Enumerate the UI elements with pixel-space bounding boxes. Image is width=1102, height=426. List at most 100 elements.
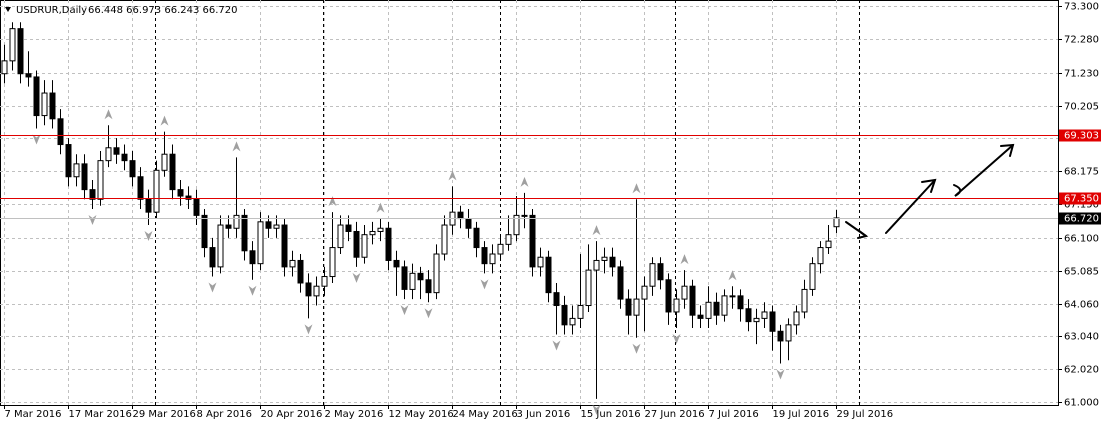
candle-body bbox=[337, 224, 344, 249]
fractal-down bbox=[480, 279, 489, 290]
candle-body bbox=[681, 285, 688, 300]
fractal-down bbox=[208, 282, 217, 293]
candle-body bbox=[161, 153, 168, 171]
candle-body bbox=[697, 314, 704, 319]
candle-body bbox=[369, 230, 376, 236]
candle-body bbox=[833, 217, 840, 228]
fractal-up bbox=[376, 202, 385, 213]
candle-body bbox=[145, 198, 152, 213]
candle-body bbox=[233, 214, 240, 229]
fractal-down bbox=[144, 231, 153, 242]
candle-body bbox=[657, 263, 664, 281]
fractal-down bbox=[304, 324, 313, 335]
y-tick-label: 61.000 bbox=[1064, 398, 1099, 409]
fractal-down bbox=[352, 272, 361, 283]
chart-title: USDRUR,Daily bbox=[16, 5, 87, 16]
candle-body bbox=[401, 266, 408, 290]
level-label-box bbox=[1059, 212, 1101, 225]
candle-body bbox=[225, 224, 232, 229]
candle-body bbox=[353, 230, 360, 258]
arrow bbox=[885, 179, 936, 234]
candle-body bbox=[665, 279, 672, 313]
candle-body bbox=[593, 259, 600, 271]
fractal-down bbox=[776, 369, 785, 380]
candle-body bbox=[577, 305, 584, 319]
candle-body bbox=[625, 298, 632, 316]
candle-body bbox=[121, 153, 128, 162]
candle-body bbox=[737, 295, 744, 310]
candle-body bbox=[673, 298, 680, 313]
candle-body bbox=[257, 221, 264, 265]
candle-body bbox=[569, 317, 576, 326]
candle-body bbox=[721, 295, 728, 316]
fractal-up bbox=[680, 254, 689, 265]
candle-body bbox=[425, 279, 432, 294]
arrow-head bbox=[857, 229, 869, 239]
candle-body bbox=[273, 224, 280, 229]
candle-body bbox=[345, 224, 352, 232]
candle-body bbox=[73, 163, 80, 178]
x-tick-label: 17 Mar 2016 bbox=[69, 409, 132, 420]
candle-body bbox=[529, 214, 536, 268]
candle-body bbox=[649, 263, 656, 287]
x-tick-label: 29 Mar 2016 bbox=[133, 409, 196, 420]
candle-body bbox=[249, 250, 256, 265]
candle-body bbox=[281, 224, 288, 268]
candle-body bbox=[601, 256, 608, 261]
level-label-box bbox=[1059, 192, 1101, 205]
x-tick-label: 2 May 2016 bbox=[325, 409, 384, 420]
candle-body bbox=[537, 256, 544, 268]
candle-body bbox=[521, 214, 528, 217]
y-tick-label: 71.230 bbox=[1064, 69, 1099, 80]
candle-body bbox=[609, 256, 616, 268]
candle-body bbox=[617, 266, 624, 300]
arrow-head bbox=[1000, 143, 1015, 157]
candle-body bbox=[801, 288, 808, 313]
candle-body bbox=[457, 211, 464, 220]
candle-body bbox=[1, 60, 8, 75]
fractal-up bbox=[448, 170, 457, 181]
candle-body bbox=[97, 160, 104, 200]
x-tick-label: 7 Mar 2016 bbox=[5, 409, 62, 420]
candle-body bbox=[321, 276, 328, 287]
y-tick-label: 70.205 bbox=[1064, 102, 1099, 113]
fractal-up bbox=[520, 176, 529, 187]
candle-body bbox=[633, 298, 640, 316]
candle-body bbox=[393, 259, 400, 268]
candle-body bbox=[689, 285, 696, 316]
candle-body bbox=[89, 189, 96, 200]
candle-body bbox=[153, 169, 160, 213]
candle-body bbox=[185, 195, 192, 200]
candle-body bbox=[785, 324, 792, 342]
candle-body bbox=[41, 92, 48, 117]
hand-drawn-arrows bbox=[845, 143, 1015, 239]
fractal-down bbox=[248, 285, 257, 296]
candle-body bbox=[545, 256, 552, 294]
ohlc-label: 66.448 66.973 66.243 66.720 bbox=[88, 5, 238, 16]
fractal-up bbox=[728, 270, 737, 281]
fractal-down bbox=[632, 343, 641, 354]
candle-body bbox=[289, 259, 296, 268]
candle-body bbox=[497, 243, 504, 255]
candle-body bbox=[825, 240, 832, 249]
candle-body bbox=[641, 285, 648, 300]
y-tick-label: 62.020 bbox=[1064, 365, 1099, 376]
y-tick-label: 63.040 bbox=[1064, 332, 1099, 343]
candle-body bbox=[753, 317, 760, 323]
y-tick-label: 65.085 bbox=[1064, 267, 1099, 278]
candle-body bbox=[25, 73, 32, 78]
candle-body bbox=[265, 221, 272, 229]
candle-body bbox=[481, 247, 488, 265]
candle-body bbox=[9, 28, 16, 62]
candle-body bbox=[769, 311, 776, 332]
candle-body bbox=[313, 285, 320, 297]
candle-body bbox=[713, 301, 720, 316]
candle-body bbox=[417, 272, 424, 281]
candle-body bbox=[209, 247, 216, 268]
candle-body bbox=[57, 118, 64, 146]
candle-body bbox=[33, 76, 40, 117]
candle-body bbox=[505, 234, 512, 245]
x-tick-label: 7 Jul 2016 bbox=[709, 409, 759, 420]
candle-body bbox=[129, 160, 136, 178]
